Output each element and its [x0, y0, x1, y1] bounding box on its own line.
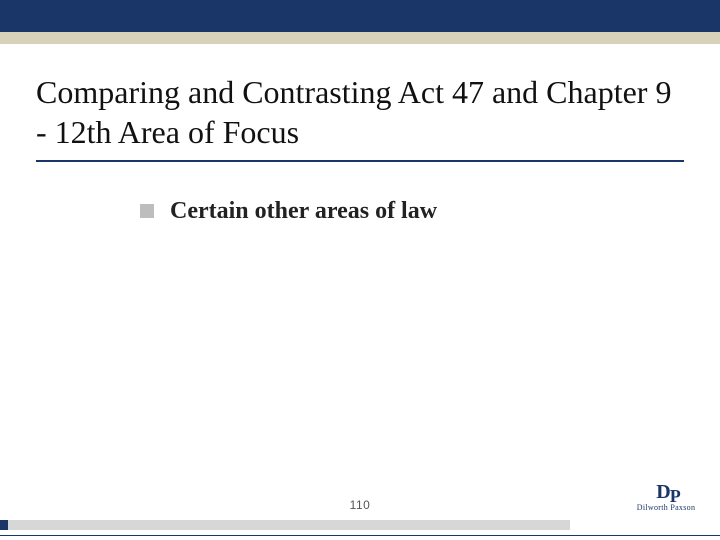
- bottom-accent-bar: [0, 520, 570, 530]
- bottom-accent-dark: [0, 520, 8, 530]
- bullet-text: Certain other areas of law: [170, 196, 437, 227]
- logo-initials-icon: DP: [656, 484, 675, 501]
- slide-title: Comparing and Contrasting Act 47 and Cha…: [36, 72, 684, 152]
- body-block: Certain other areas of law: [140, 196, 660, 227]
- logo-firm-name: Dilworth Paxson: [637, 503, 696, 512]
- header-tan-bar: [0, 32, 720, 44]
- page-number: 110: [350, 498, 371, 512]
- bottom-rule: [0, 535, 720, 536]
- bullet-item: Certain other areas of law: [140, 196, 660, 227]
- firm-logo: DP Dilworth Paxson: [626, 478, 706, 518]
- title-block: Comparing and Contrasting Act 47 and Cha…: [36, 72, 684, 162]
- bullet-marker-icon: [140, 204, 154, 218]
- title-underline: [36, 160, 684, 162]
- header-dark-bar: [0, 0, 720, 32]
- bottom-accent-light: [8, 520, 570, 530]
- slide: Comparing and Contrasting Act 47 and Cha…: [0, 0, 720, 540]
